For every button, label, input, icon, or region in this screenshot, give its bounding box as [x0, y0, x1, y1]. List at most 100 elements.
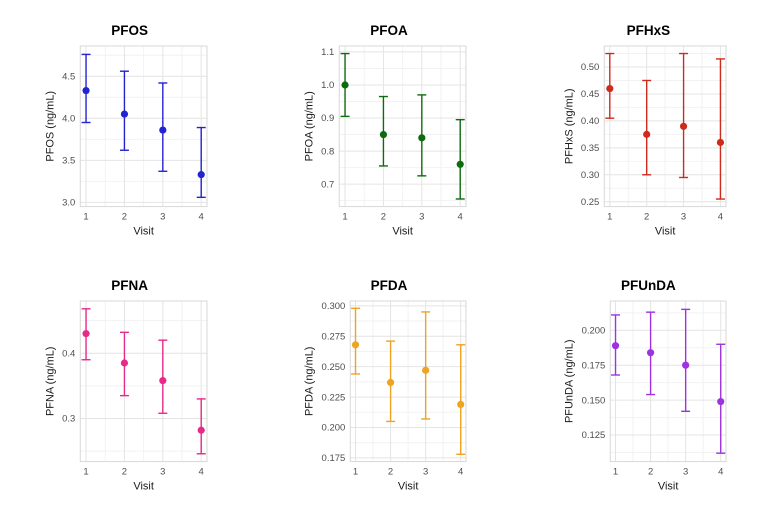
y-tick-label: 0.275: [322, 331, 346, 342]
plot-pfda: 0.175 0.200 0.225 0.250 0.275 0.300 1 2 3 4 Visit P…: [304, 299, 467, 492]
point-visit-4: [456, 160, 465, 168]
x-tick-label: 2: [388, 466, 393, 477]
y-tick-label: 0.35: [581, 143, 599, 154]
point-visit-1: [605, 84, 614, 93]
x-tick-label: 3: [423, 466, 428, 477]
plot-pfhxs: 0.25 0.30 0.35 0.40 0.45 0.50 1 2 3 4 Visit PFHxS (…: [563, 45, 727, 238]
x-tick-label: 2: [122, 212, 127, 223]
x-tick-label: 3: [683, 466, 688, 477]
x-tick-label: 3: [420, 212, 425, 223]
y-tick-label: 0.225: [322, 392, 346, 403]
x-tick-label: 3: [160, 212, 165, 223]
x-tick-label: 4: [717, 212, 722, 223]
point-visit-2: [120, 358, 129, 367]
point-visit-4: [197, 171, 205, 179]
panel-title-pfda: PFDA: [370, 277, 408, 293]
point-visit-3: [159, 126, 167, 134]
panel-border: [79, 299, 208, 462]
y-tick-label: 0.8: [321, 146, 334, 157]
panel-border: [350, 299, 467, 462]
y-tick-label: 0.200: [581, 325, 605, 336]
point-visit-2: [380, 130, 388, 139]
x-tick-label: 1: [613, 466, 618, 477]
plot-pfna: 0.3 0.4 1 2 3 4 Visit PFNA (ng/mL): [44, 299, 208, 492]
y-tick-label: 0.7: [321, 179, 334, 190]
point-visit-1: [341, 81, 349, 89]
x-tick-label: 2: [648, 466, 653, 477]
y-axis-label: PFHxS (ng/mL): [563, 88, 575, 164]
y-tick-label: 0.9: [321, 113, 334, 124]
point-visit-1: [82, 329, 90, 337]
x-tick-label: 3: [160, 466, 165, 477]
y-tick-label: 0.250: [322, 361, 346, 372]
x-axis-label: Visit: [393, 226, 414, 238]
error-bar-visit-4: [715, 58, 725, 200]
plot-pfoa: 0.7 0.8 0.9 1.0 1.1 1 2 3 4 Visit PFOA (ng/mL): [304, 45, 467, 238]
panel-title-pfunda: PFUnDA: [620, 277, 676, 293]
panel-title-pfna: PFNA: [111, 277, 149, 293]
error-bar-visit-3: [421, 310, 431, 420]
panel-pfda: PFDA 0.175 0.200 0.225 0.250 0.275 0.300 1 2 3 4 V…: [299, 271, 478, 494]
panel-title-pfoa: PFOA: [370, 23, 408, 38]
x-tick-label: 1: [343, 212, 348, 223]
panel-pfos: PFOS 3.0 3.5 4.0 4.5 1 2 3 4 Visit PFOS (ng/mL): [40, 16, 219, 239]
x-tick-label: 4: [199, 212, 204, 223]
y-axis-label: PFOS (ng/mL): [44, 91, 56, 162]
panel-pfunda: PFUnDA 0.125 0.150 0.175 0.200 1 2 3 4 Visit PFUn…: [559, 271, 738, 494]
x-tick-label: 3: [681, 212, 686, 223]
point-visit-1: [352, 340, 360, 348]
x-axis-label: Visit: [398, 480, 419, 492]
panel-pfoa: PFOA 0.7 0.8 0.9 1.0 1.1 1 2 3 4 Visit PFOA (ng/mL…: [299, 16, 478, 239]
point-visit-2: [642, 130, 650, 138]
y-tick-label: 0.25: [581, 197, 599, 208]
panel-border: [79, 45, 208, 208]
y-tick-label: 0.150: [581, 395, 605, 406]
y-tick-label: 0.30: [581, 170, 599, 181]
point-visit-2: [120, 110, 129, 118]
x-axis-label: Visit: [658, 480, 679, 492]
x-tick-label: 4: [458, 466, 463, 477]
y-tick-label: 0.40: [581, 116, 599, 127]
point-visit-3: [159, 376, 167, 384]
y-tick-label: 3.0: [62, 198, 75, 209]
error-bar-visit-4: [456, 343, 466, 455]
y-tick-label: 0.125: [581, 430, 605, 441]
y-axis-label: PFNA (ng/mL): [44, 346, 56, 416]
panel-pfna: PFNA 0.3 0.4 1 2 3 4 Visit PFNA (ng/mL): [40, 271, 219, 494]
plot-pfunda: 0.125 0.150 0.175 0.200 1 2 3 4 Visit PFUnDA (ng/…: [563, 299, 727, 492]
error-bar-visit-3: [680, 308, 690, 412]
panel-pfhxs: PFHxS 0.25 0.30 0.35 0.40 0.45 0.50 1 2 3 4 Visit P…: [559, 16, 738, 239]
error-bar-visit-4: [456, 118, 466, 200]
point-visit-2: [646, 348, 654, 356]
error-bar-visit-4: [196, 126, 206, 199]
y-tick-label: 0.200: [322, 422, 346, 433]
x-axis-label: Visit: [655, 226, 676, 238]
panel-border: [603, 45, 727, 208]
x-tick-label: 1: [83, 466, 88, 477]
y-tick-label: 0.3: [62, 413, 75, 424]
y-tick-label: 4.5: [62, 71, 75, 82]
y-tick-label: 0.300: [322, 301, 346, 312]
y-tick-label: 0.175: [322, 453, 346, 464]
y-tick-label: 1.0: [321, 80, 334, 91]
point-visit-4: [197, 426, 205, 434]
error-bar-visit-2: [641, 79, 651, 176]
y-tick-label: 0.4: [62, 348, 75, 359]
error-bar-visit-3: [158, 338, 168, 414]
y-axis-label: PFUnDA (ng/mL): [563, 339, 575, 423]
point-visit-1: [82, 86, 90, 95]
x-tick-label: 1: [607, 212, 612, 223]
y-tick-label: 0.45: [581, 89, 599, 100]
point-visit-1: [611, 341, 619, 349]
y-tick-label: 0.50: [581, 62, 599, 73]
y-tick-label: 3.5: [62, 156, 75, 167]
x-tick-label: 1: [353, 466, 358, 477]
x-tick-label: 2: [381, 212, 386, 223]
y-tick-label: 1.1: [321, 47, 334, 58]
error-bar-visit-1: [351, 307, 361, 375]
x-tick-label: 4: [458, 212, 463, 223]
panel-title-pfos: PFOS: [111, 23, 149, 38]
point-visit-3: [418, 134, 426, 142]
panel-border: [339, 45, 467, 208]
error-bar-visit-4: [196, 397, 206, 454]
